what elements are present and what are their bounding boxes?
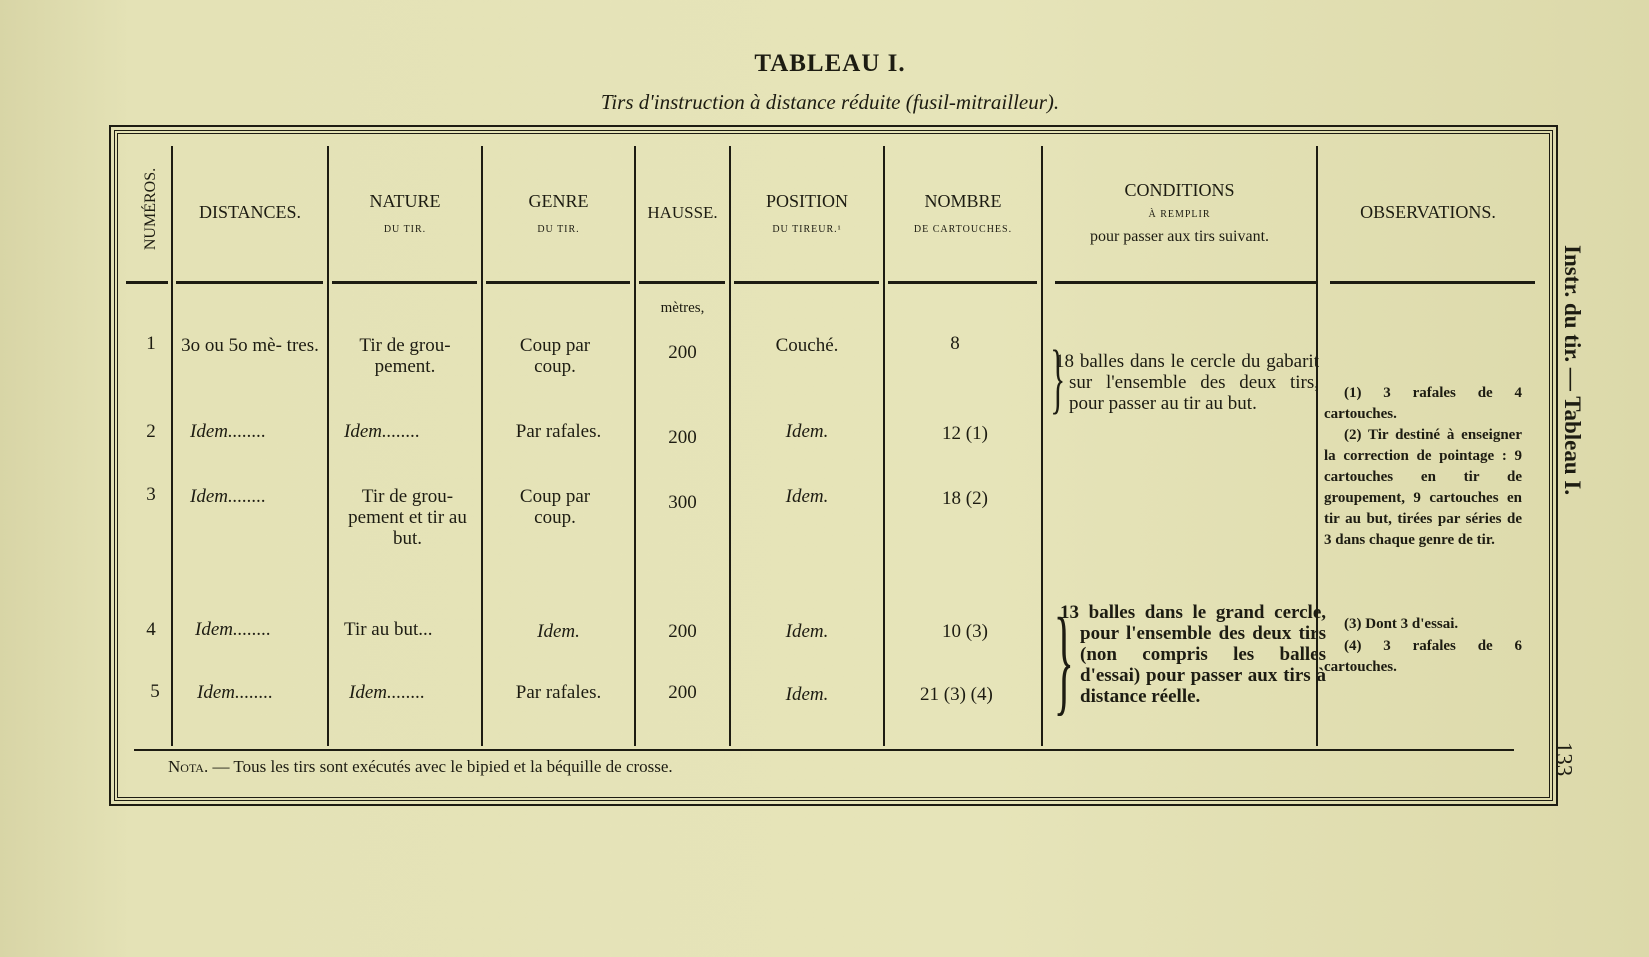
row-number: 4 [146, 619, 156, 640]
row-distance: 3o ou 5o mè- tres. [181, 335, 319, 356]
observation-note: (4) 3 rafales de 6 cartouches. [1324, 638, 1522, 675]
row-nature: Idem........ [349, 682, 425, 703]
observation-note: (1) 3 rafales de 4 cartouches. [1324, 385, 1522, 422]
row-position: Idem. [785, 486, 829, 507]
header-conditions: CONDITIONS à remplir pour passer aux tirs … [1043, 150, 1316, 275]
running-head: Instr. du tir. — Tableau I. [1560, 245, 1585, 496]
column-rule [1041, 146, 1043, 746]
row-nature: Tir de grou- pement et tir au but. [348, 486, 467, 549]
header-rule [1055, 281, 1317, 284]
observation-note: (2) Tir destiné à enseigner la correctio… [1324, 427, 1522, 548]
header-sublabel-2: pour passer aux tirs suivant. [1089, 227, 1270, 245]
header-rule [888, 281, 1037, 284]
header-sublabel: du tireur.¹ [772, 223, 842, 235]
header-position: POSITION du tireur.¹ [731, 150, 883, 275]
nota-label: Nota. [168, 757, 209, 776]
brace-icon: } [1050, 334, 1066, 421]
header-label: GENRE [528, 190, 589, 211]
row-nature: Tir au but... [344, 619, 433, 640]
header-nature: NATURE du tir. [329, 150, 481, 275]
row-position: Idem. [785, 684, 829, 705]
column-rule [1316, 146, 1318, 746]
column-rule [327, 146, 329, 746]
row-nombre: 8 [950, 333, 960, 354]
row-distance: Idem........ [197, 682, 273, 703]
nota-text: — Tous les tirs sont exécutés avec le bi… [208, 757, 673, 776]
header-label: POSITION [765, 190, 848, 211]
header-rule [176, 281, 323, 284]
row-number: 3 [146, 484, 156, 505]
header-hausse: HAUSSE. [636, 150, 729, 275]
row-hausse: 200 [668, 342, 697, 363]
column-rule [481, 146, 483, 746]
row-position: Idem. [785, 421, 829, 442]
row-hausse: 300 [668, 492, 697, 513]
header-label: HAUSSE. [647, 202, 718, 222]
header-nombre: NOMBRE de cartouches. [885, 150, 1041, 275]
row-genre: Coup par coup. [519, 335, 591, 377]
row-genre: Idem. [537, 621, 580, 642]
table-title: TABLEAU I. [754, 50, 906, 77]
row-distance: Idem........ [190, 421, 266, 442]
row-distance: Idem........ [195, 619, 271, 640]
row-nombre: 21 (3) (4) [920, 684, 993, 705]
brace-icon: } [1053, 593, 1074, 726]
row-distance: Idem........ [190, 486, 266, 507]
condition-text: 18 balles dans le cercle du gabarit sur … [1055, 351, 1319, 414]
column-rule [634, 146, 636, 746]
row-nature: Tir de grou- pement. [359, 335, 451, 377]
header-observations: OBSERVATIONS. [1318, 150, 1538, 275]
row-position: Idem. [785, 621, 829, 642]
row-nombre: 12 (1) [942, 423, 988, 444]
condition-text: 13 balles dans le grand cercle, pour l'e… [1060, 602, 1326, 707]
header-sublabel: à remplir [1148, 208, 1211, 220]
row-nature: Idem........ [344, 421, 420, 442]
row-nombre: 10 (3) [942, 621, 988, 642]
header-label: DISTANCES. [198, 202, 302, 222]
header-numeros-label: NUMÉROS. [142, 167, 159, 251]
header-sublabel: de cartouches. [913, 223, 1013, 235]
table-subtitle: Tirs d'instruction à distance réduite (f… [600, 90, 1060, 114]
header-label: NOMBRE [924, 190, 1002, 211]
observation-note: (3) Dont 3 d'essai. [1344, 616, 1459, 632]
header-genre: GENRE du tir. [483, 150, 634, 275]
hausse-unit: mètres, [660, 300, 705, 316]
row-number: 2 [146, 421, 156, 442]
header-rule [126, 281, 168, 284]
row-genre: Coup par coup. [519, 486, 591, 528]
nota-footnote: Nota. — Tous les tirs sont exécutés avec… [168, 757, 673, 777]
row-number: 5 [150, 681, 160, 702]
header-rule [1330, 281, 1535, 284]
header-label: CONDITIONS [1124, 179, 1235, 200]
page-number: 133 [1551, 741, 1577, 777]
column-rule [171, 146, 173, 746]
header-rule [332, 281, 477, 284]
header-rule [486, 281, 630, 284]
header-rule [639, 281, 725, 284]
column-rule [883, 146, 885, 746]
header-label: OBSERVATIONS. [1360, 202, 1496, 222]
column-rule [729, 146, 731, 746]
row-hausse: 200 [668, 621, 697, 642]
header-sublabel: du tir. [537, 223, 580, 235]
row-genre: Par rafales. [515, 421, 602, 442]
row-hausse: 200 [668, 427, 697, 448]
header-numeros: NUMÉROS. [136, 160, 166, 270]
row-position: Couché. [775, 335, 839, 356]
header-rule [734, 281, 879, 284]
table-frame [109, 125, 1558, 806]
row-nombre: 18 (2) [942, 488, 988, 509]
header-label: NATURE [369, 190, 441, 211]
header-sublabel: du tir. [383, 223, 427, 235]
row-number: 1 [146, 333, 156, 354]
row-genre: Par rafales. [515, 682, 602, 703]
header-distances: DISTANCES. [173, 150, 327, 275]
nota-rule [134, 749, 1514, 751]
row-hausse: 200 [668, 682, 697, 703]
